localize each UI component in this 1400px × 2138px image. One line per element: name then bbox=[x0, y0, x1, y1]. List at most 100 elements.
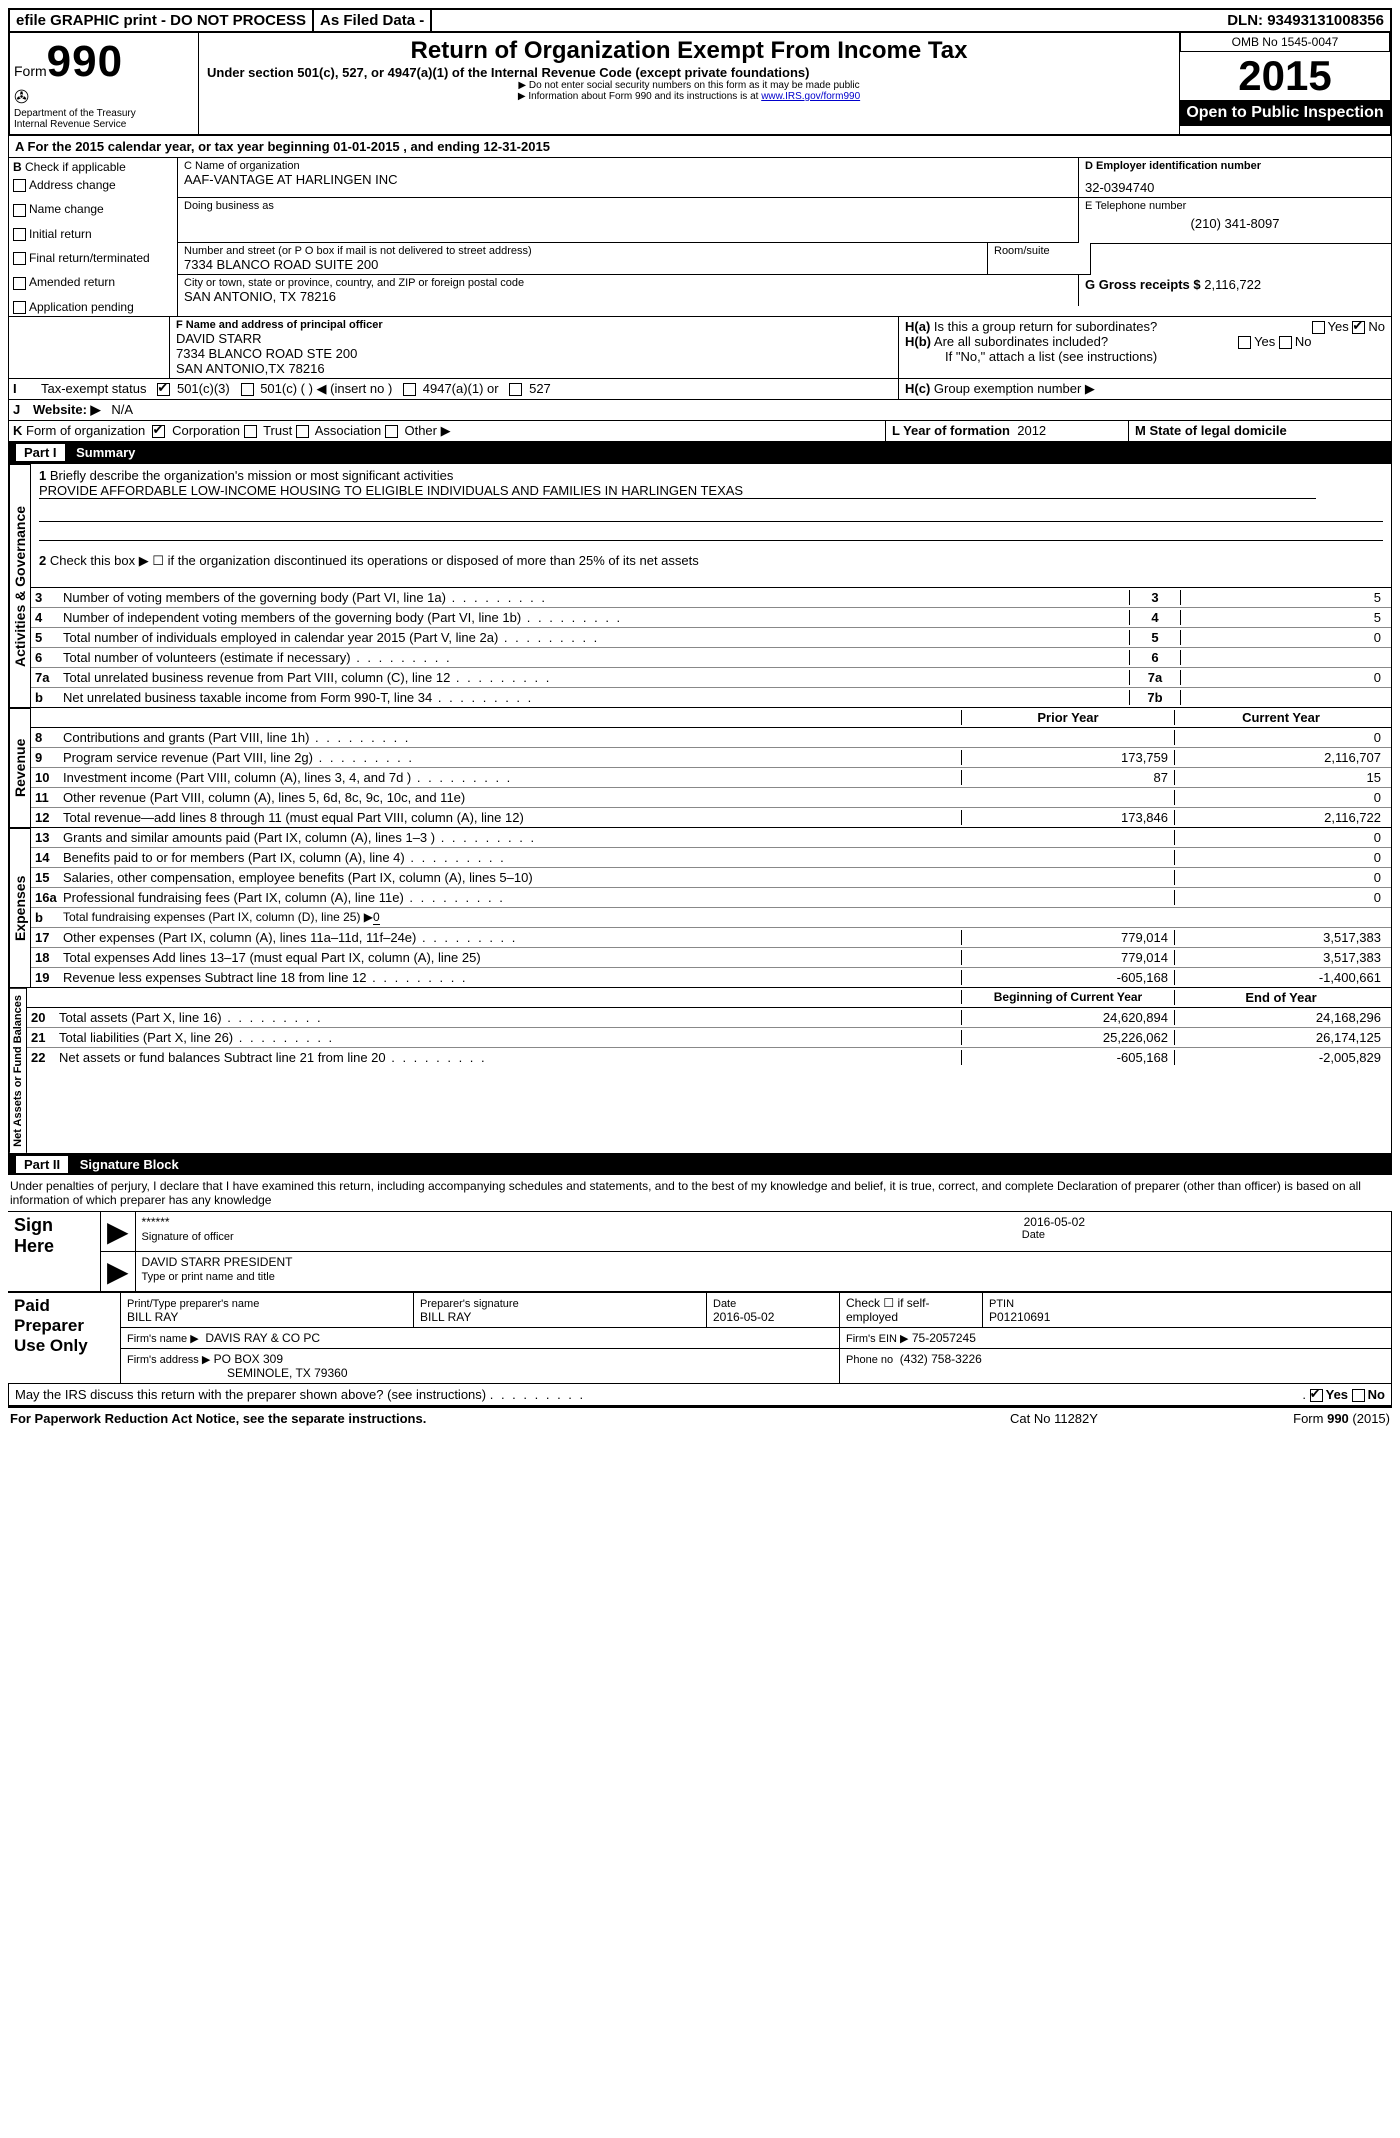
cb-app-pending[interactable] bbox=[13, 301, 26, 314]
omb-no: OMB No 1545-0047 bbox=[1180, 33, 1390, 52]
c-name-label: C Name of organization bbox=[184, 160, 1072, 172]
form-number: 990 bbox=[47, 37, 123, 87]
city: SAN ANTONIO, TX 78216 bbox=[184, 289, 1072, 304]
cb-corp[interactable] bbox=[152, 425, 165, 438]
hb-no[interactable] bbox=[1279, 336, 1292, 349]
firm-addr2: SEMINOLE, TX 79360 bbox=[227, 1366, 348, 1380]
s6-desc: Total number of volunteers (estimate if … bbox=[63, 650, 1129, 665]
discuss-yes[interactable] bbox=[1310, 1389, 1323, 1402]
officer-addr2: SAN ANTONIO,TX 78216 bbox=[176, 361, 892, 376]
e-label: E Telephone number bbox=[1085, 200, 1385, 212]
cb-501c3[interactable] bbox=[157, 383, 170, 396]
cb-other[interactable] bbox=[385, 425, 398, 438]
tax-year: 2015 bbox=[1180, 52, 1390, 100]
f-label: F Name and address of principal officer bbox=[176, 319, 383, 331]
sig-stars: ****** bbox=[142, 1215, 170, 1229]
s3-desc: Number of voting members of the governin… bbox=[63, 590, 1129, 605]
sub1: Under section 501(c), 527, or 4947(a)(1)… bbox=[207, 65, 1171, 80]
s7a-val: 0 bbox=[1181, 670, 1387, 685]
efile-notice: efile GRAPHIC print - DO NOT PROCESS bbox=[10, 10, 314, 31]
officer-sig: DAVID STARR PRESIDENT bbox=[142, 1255, 293, 1269]
topbar: efile GRAPHIC print - DO NOT PROCESS As … bbox=[8, 8, 1392, 33]
form-ident: Form 990 ✇ Department of the Treasury In… bbox=[10, 33, 199, 134]
discuss: May the IRS discuss this return with the… bbox=[15, 1387, 486, 1402]
s5-desc: Total number of individuals employed in … bbox=[63, 630, 1129, 645]
cb-527[interactable] bbox=[509, 383, 522, 396]
cb-trust[interactable] bbox=[244, 425, 257, 438]
officer-name: DAVID STARR bbox=[176, 331, 892, 346]
officer-addr1: 7334 BLANCO ROAD STE 200 bbox=[176, 346, 892, 361]
discuss-no[interactable] bbox=[1352, 1389, 1365, 1402]
street: 7334 BLANCO ROAD SUITE 200 bbox=[184, 257, 981, 272]
sub2: ▶ Do not enter social security numbers o… bbox=[207, 80, 1171, 91]
mission: PROVIDE AFFORDABLE LOW-INCOME HOUSING TO… bbox=[39, 483, 1316, 499]
header-right: OMB No 1545-0047 2015 Open to Public Ins… bbox=[1179, 33, 1390, 134]
return-title: Return of Organization Exempt From Incom… bbox=[207, 37, 1171, 65]
prep-sig: BILL RAY bbox=[420, 1310, 471, 1324]
side-rev: Revenue bbox=[9, 708, 31, 827]
firm-phone: (432) 758-3226 bbox=[900, 1352, 982, 1366]
cb-name-change[interactable] bbox=[13, 204, 26, 217]
s4-desc: Number of independent voting members of … bbox=[63, 610, 1129, 625]
ha-no[interactable] bbox=[1352, 321, 1365, 334]
city-label: City or town, state or province, country… bbox=[184, 277, 1072, 289]
part1-header: Part I Summary bbox=[8, 442, 1392, 463]
gross-receipts: 2,116,722 bbox=[1204, 277, 1261, 292]
sig-date: 2016-05-02 bbox=[1024, 1215, 1085, 1229]
hc: Group exemption number ▶ bbox=[934, 381, 1095, 396]
side-exp: Expenses bbox=[9, 828, 31, 987]
asfiled: As Filed Data - bbox=[314, 10, 432, 31]
hdr-begin: Beginning of Current Year bbox=[961, 990, 1174, 1004]
j-label: Website: ▶ bbox=[33, 402, 101, 417]
i-label: Tax-exempt status bbox=[41, 381, 147, 396]
s7b-desc: Net unrelated business taxable income fr… bbox=[63, 690, 1129, 705]
irs: Internal Revenue Service bbox=[14, 119, 194, 130]
cb-501c[interactable] bbox=[241, 383, 254, 396]
dba-label: Doing business as bbox=[184, 200, 1072, 212]
m-label: M State of legal domicile bbox=[1135, 423, 1287, 438]
perjury: Under penalties of perjury, I declare th… bbox=[8, 1175, 1392, 1211]
s7a-desc: Total unrelated business revenue from Pa… bbox=[63, 670, 1129, 685]
cb-initial-return[interactable] bbox=[13, 228, 26, 241]
firm-name: DAVIS RAY & CO PC bbox=[205, 1331, 320, 1345]
cb-address-change[interactable] bbox=[13, 179, 26, 192]
h-ifno: If "No," attach a list (see instructions… bbox=[905, 349, 1385, 364]
k-label: Form of organization bbox=[26, 423, 145, 438]
room-label: Room/suite bbox=[994, 245, 1084, 257]
pra-notice: For Paperwork Reduction Act Notice, see … bbox=[10, 1411, 1010, 1426]
ha-yes[interactable] bbox=[1312, 321, 1325, 334]
cat-no: Cat No 11282Y bbox=[1010, 1411, 1230, 1426]
d-label: D Employer identification number bbox=[1085, 160, 1261, 172]
prep-date: 2016-05-02 bbox=[713, 1310, 774, 1324]
cb-assoc[interactable] bbox=[296, 425, 309, 438]
firm-addr1: PO BOX 309 bbox=[214, 1352, 283, 1366]
ha: Is this a group return for subordinates? bbox=[934, 319, 1157, 334]
s3-val: 5 bbox=[1181, 590, 1387, 605]
hdr-end: End of Year bbox=[1174, 990, 1387, 1005]
cb-final-return[interactable] bbox=[13, 252, 26, 265]
cb-4947[interactable] bbox=[403, 383, 416, 396]
part2-header: Part II Signature Block bbox=[8, 1154, 1392, 1175]
prep-name: BILL RAY bbox=[127, 1310, 178, 1324]
firm-ein: 75-2057245 bbox=[912, 1331, 976, 1345]
form-label: Form bbox=[14, 63, 47, 79]
s5-val: 0 bbox=[1181, 630, 1387, 645]
paid-preparer-table: Paid Preparer Use Only Print/Type prepar… bbox=[8, 1292, 1392, 1384]
g-label: G Gross receipts $ bbox=[1085, 277, 1201, 292]
dln: DLN: 93493131008356 bbox=[1221, 10, 1390, 31]
line-a: For the 2015 calendar year, or tax year … bbox=[28, 139, 550, 154]
hb-yes[interactable] bbox=[1238, 336, 1251, 349]
hb: Are all subordinates included? bbox=[934, 334, 1108, 349]
website: N/A bbox=[111, 402, 133, 417]
org-name: AAF-VANTAGE AT HARLINGEN INC bbox=[184, 172, 1072, 187]
irs-link[interactable]: www.IRS.gov/form990 bbox=[761, 91, 860, 102]
s1-desc: Briefly describe the organization's miss… bbox=[50, 468, 453, 483]
paid-preparer: Paid Preparer Use Only bbox=[8, 1292, 121, 1383]
hdr-prior: Prior Year bbox=[961, 710, 1174, 725]
b-label: Check if applicable bbox=[25, 160, 126, 174]
s2-desc: Check this box ▶ ☐ if the organization d… bbox=[50, 553, 699, 568]
s4-val: 5 bbox=[1181, 610, 1387, 625]
cb-amended[interactable] bbox=[13, 277, 26, 290]
ein: 32-0394740 bbox=[1085, 180, 1385, 195]
year-formation: 2012 bbox=[1017, 423, 1046, 438]
